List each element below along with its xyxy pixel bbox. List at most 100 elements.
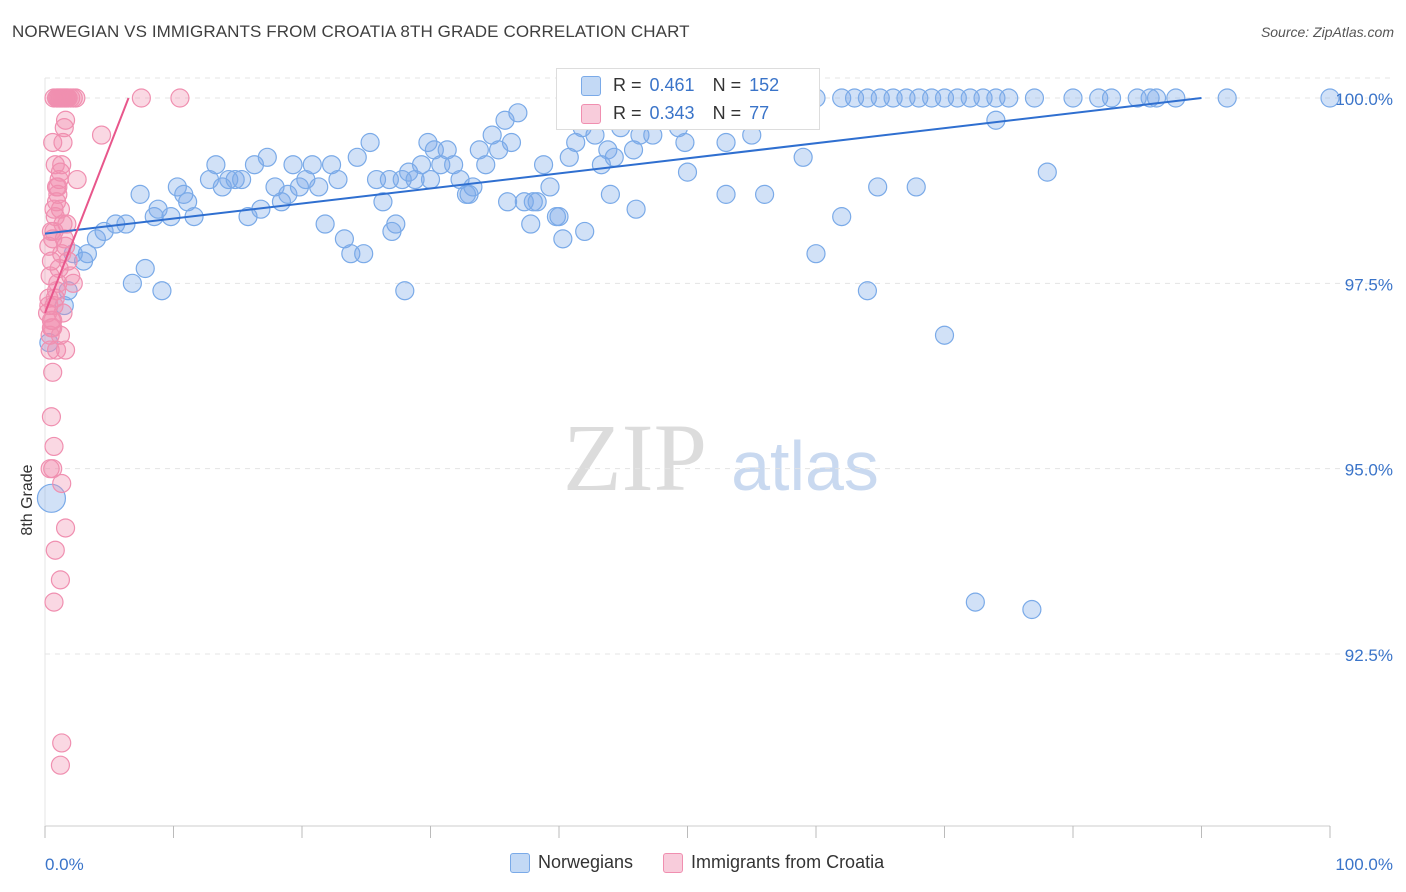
croatia-point — [43, 318, 63, 338]
r-value: 0.343 — [649, 103, 695, 123]
norwegian-point — [575, 221, 595, 242]
legend-swatch-norwegians — [510, 852, 530, 873]
croatia-point — [53, 132, 73, 153]
norwegian-point — [832, 207, 852, 227]
norwegian-point — [418, 132, 438, 153]
norwegian-point — [934, 325, 955, 345]
norwegian-point — [459, 184, 479, 204]
trend-line-croatia — [44, 97, 130, 314]
norwegian-point — [754, 184, 775, 204]
legend-swatch-croatia — [663, 852, 684, 873]
croatia-point — [44, 436, 64, 457]
legend: Norwegians Immigrants from Croatia — [510, 852, 884, 873]
stat-row-croatia: R = 0.343 N = 77 — [581, 103, 769, 124]
norwegian-point — [257, 147, 277, 167]
norwegian-point — [498, 192, 518, 212]
croatia-point — [170, 88, 190, 108]
norwegian-point — [302, 155, 322, 175]
croatia-point — [52, 733, 72, 753]
norwegian-point — [1320, 88, 1340, 108]
croatia-point — [50, 325, 71, 345]
norwegian-point — [501, 132, 522, 153]
stat-swatch-norwegians — [581, 75, 601, 96]
croatia-point — [41, 251, 62, 271]
croatia-point — [41, 310, 62, 330]
norwegian-point — [965, 592, 985, 612]
norwegian-point — [373, 192, 393, 212]
croatia-point — [57, 214, 77, 234]
x-tick-label: 0.0% — [45, 855, 84, 874]
norwegian-point — [360, 132, 380, 153]
norwegian-point — [328, 169, 348, 190]
n-label: N = — [712, 75, 742, 95]
croatia-point — [44, 592, 64, 612]
norwegian-point — [600, 184, 621, 204]
norwegian-point — [533, 155, 554, 175]
croatia-point — [54, 118, 74, 138]
norwegian-point — [135, 258, 155, 279]
norwegian-point — [868, 177, 888, 197]
source-label: Source: ZipAtlas.com — [1260, 24, 1394, 40]
norwegian-point — [626, 199, 646, 219]
norwegian-point — [315, 214, 335, 234]
croatia-point — [52, 473, 72, 494]
legend-label-croatia: Immigrants from Croatia — [691, 852, 885, 872]
stats-box: R = 0.461 N = 152 R = 0.343 N = 77 — [556, 68, 820, 130]
norwegian-point — [395, 281, 415, 301]
norwegian-point — [1101, 88, 1122, 108]
trend-line-norwegians — [44, 97, 1202, 235]
norwegian-point — [598, 140, 618, 160]
croatia-point — [43, 362, 63, 382]
axes — [44, 78, 1331, 838]
norwegian-point — [553, 229, 573, 249]
croatia-point — [45, 155, 65, 175]
norwegian-point — [806, 244, 826, 264]
norwegian-point — [225, 169, 245, 190]
croatia-point — [46, 177, 67, 197]
norwegian-point — [857, 281, 878, 301]
croatia-point — [46, 340, 67, 360]
n-label: N = — [712, 103, 742, 123]
norwegian-point — [347, 147, 367, 167]
croatia-point — [45, 540, 65, 560]
norwegian-point — [283, 155, 303, 175]
norwegian-point — [167, 177, 187, 197]
norwegian-point — [289, 177, 310, 197]
norwegian-point — [354, 244, 374, 264]
norwegian-point — [1022, 599, 1042, 620]
norwegian-point — [39, 333, 59, 353]
norwegian-point — [540, 177, 560, 197]
croatia-point — [44, 199, 64, 219]
croatia-point — [43, 459, 63, 479]
norwegian-point — [716, 184, 736, 204]
norwegian-point — [420, 169, 441, 190]
y-tick-label: 97.5% — [1345, 275, 1393, 294]
croatia-point — [67, 169, 87, 190]
croatia-point — [48, 184, 68, 204]
chart-title: NORWEGIAN VS IMMIGRANTS FROM CROATIA 8TH… — [12, 22, 690, 41]
stat-row-norwegians: R = 0.461 N = 152 — [581, 75, 779, 96]
series-croatia — [37, 88, 190, 775]
y-tick-label: 92.5% — [1345, 646, 1393, 665]
croatia-point — [131, 88, 151, 108]
croatia-point — [40, 340, 60, 360]
legend-item-croatia[interactable]: Immigrants from Croatia — [663, 852, 884, 873]
norwegian-point — [986, 110, 1006, 130]
croatia-point — [39, 236, 59, 256]
stat-swatch-croatia — [581, 103, 601, 124]
norwegian-point — [130, 184, 150, 204]
trend-lines — [44, 97, 1202, 314]
norwegian-point — [232, 169, 252, 190]
r-label: R = — [613, 75, 642, 95]
croatia-point — [91, 125, 112, 145]
watermark-zip: ZIP — [563, 404, 707, 511]
croatia-point — [43, 132, 63, 153]
norwegian-point — [309, 177, 329, 197]
watermark: ZIP atlas — [563, 404, 879, 511]
norwegian-point — [476, 155, 496, 175]
legend-item-norwegians[interactable]: Norwegians — [510, 852, 633, 873]
norwegian-point — [716, 132, 736, 153]
norwegian-point — [906, 177, 926, 197]
norwegian-point — [999, 88, 1019, 108]
